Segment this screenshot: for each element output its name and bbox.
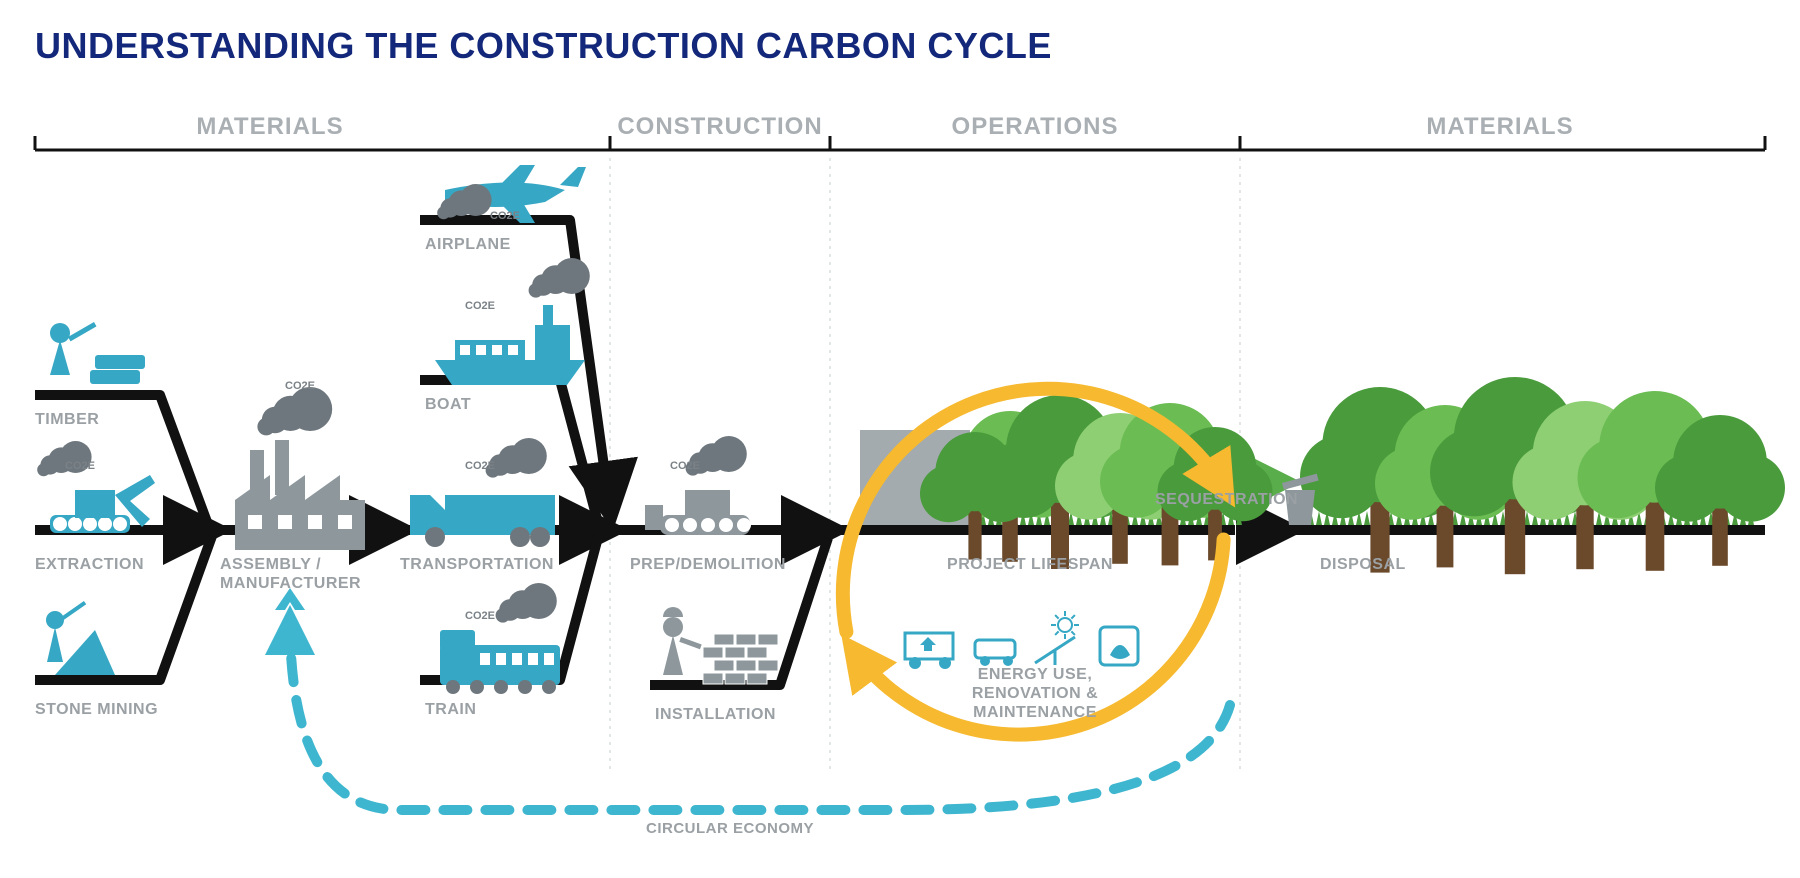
circular-economy-label: CIRCULAR ECONOMY	[610, 820, 850, 837]
label-train: TRAIN	[425, 700, 625, 719]
co2-boat: CO2E	[465, 300, 495, 312]
label-timber: TIMBER	[35, 410, 235, 429]
label-extraction: EXTRACTION	[35, 555, 235, 574]
section-label-materials2: MATERIALS	[1380, 113, 1620, 141]
label-truck: TRANSPORTATION	[400, 555, 600, 574]
co2-extraction: CO2E	[65, 460, 95, 472]
co2-train: CO2E	[465, 610, 495, 622]
co2-prep: CO2E	[670, 460, 700, 472]
label-sequestration: SEQUESTRATION	[1155, 490, 1355, 509]
label-disposal: DISPOSAL	[1320, 555, 1520, 574]
label-airplane: AIRPLANE	[425, 235, 625, 254]
co2-airplane: CO2E	[490, 210, 520, 222]
diagram-root: UNDERSTANDING THE CONSTRUCTION CARBON CY…	[0, 0, 1800, 878]
label-prep: PREP/DEMOLITION	[630, 555, 830, 574]
label-boat: BOAT	[425, 395, 625, 414]
co2-assembly: CO2E	[285, 380, 315, 392]
label-assembly: ASSEMBLY / MANUFACTURER	[220, 555, 420, 593]
label-stonemining: STONE MINING	[35, 700, 235, 719]
label-lifespan: PROJECT LIFESPAN	[920, 555, 1140, 574]
section-label-materials1: MATERIALS	[150, 113, 390, 141]
section-label-construction: CONSTRUCTION	[600, 113, 840, 141]
label-install: INSTALLATION	[655, 705, 855, 724]
label-energy: ENERGY USE, RENOVATION & MAINTENANCE	[925, 665, 1145, 723]
co2-truck: CO2E	[465, 460, 495, 472]
section-label-operations: OPERATIONS	[915, 113, 1155, 141]
